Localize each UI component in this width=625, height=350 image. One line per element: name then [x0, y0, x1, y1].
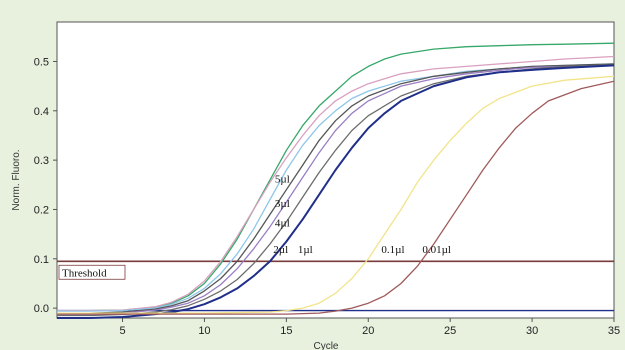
- amplification-curve: [57, 63, 615, 312]
- amplification-curves: [57, 42, 615, 319]
- x-tick-label: 15: [280, 325, 292, 337]
- threshold-label: Threshold: [62, 267, 107, 279]
- volume-annotation: 1µl: [298, 244, 313, 256]
- y-axis: 0.0 0.1 0.2 0.3 0.4 0.5: [34, 56, 57, 315]
- x-tick-label: 5: [119, 325, 125, 337]
- x-tick-label: 30: [526, 325, 538, 337]
- amplification-curve: [57, 64, 615, 315]
- y-tick-label: 0.1: [34, 254, 49, 266]
- volume-annotation: 4µl: [275, 218, 290, 230]
- y-tick-label: 0.2: [34, 204, 49, 216]
- volume-annotation: 3µl: [275, 198, 290, 210]
- amplification-curve: [57, 64, 615, 319]
- amplification-curve: [57, 63, 615, 314]
- volume-annotation: 0.01µl: [422, 244, 451, 256]
- x-axis: 5 10 15 20 25 30 35: [119, 318, 620, 337]
- x-tick-label: 20: [362, 325, 374, 337]
- y-axis-label: Norm. Fluoro.: [11, 149, 22, 210]
- y-tick-label: 0.3: [34, 155, 49, 167]
- amplification-curve: [57, 55, 615, 312]
- y-tick-label: 0.5: [34, 56, 49, 68]
- volume-annotation: 0.1µl: [381, 244, 404, 256]
- y-tick-label: 0.4: [34, 106, 49, 118]
- annotations: 5µl 3µl 4µl 2µl 1µl 0.1µl 0.01µl: [273, 173, 451, 256]
- x-tick-label: 10: [198, 325, 210, 337]
- amplification-curve: [57, 80, 615, 315]
- x-axis-label: Cycle: [313, 341, 338, 350]
- volume-annotation: 2µl: [273, 244, 288, 256]
- x-tick-label: 35: [608, 325, 620, 337]
- amplification-curve: [57, 75, 615, 314]
- volume-annotation: 5µl: [275, 173, 290, 185]
- threshold-label-box: [58, 264, 126, 280]
- y-tick-label: 0.0: [34, 303, 49, 315]
- x-tick-label: 25: [444, 325, 456, 337]
- amplification-curve: [57, 42, 615, 312]
